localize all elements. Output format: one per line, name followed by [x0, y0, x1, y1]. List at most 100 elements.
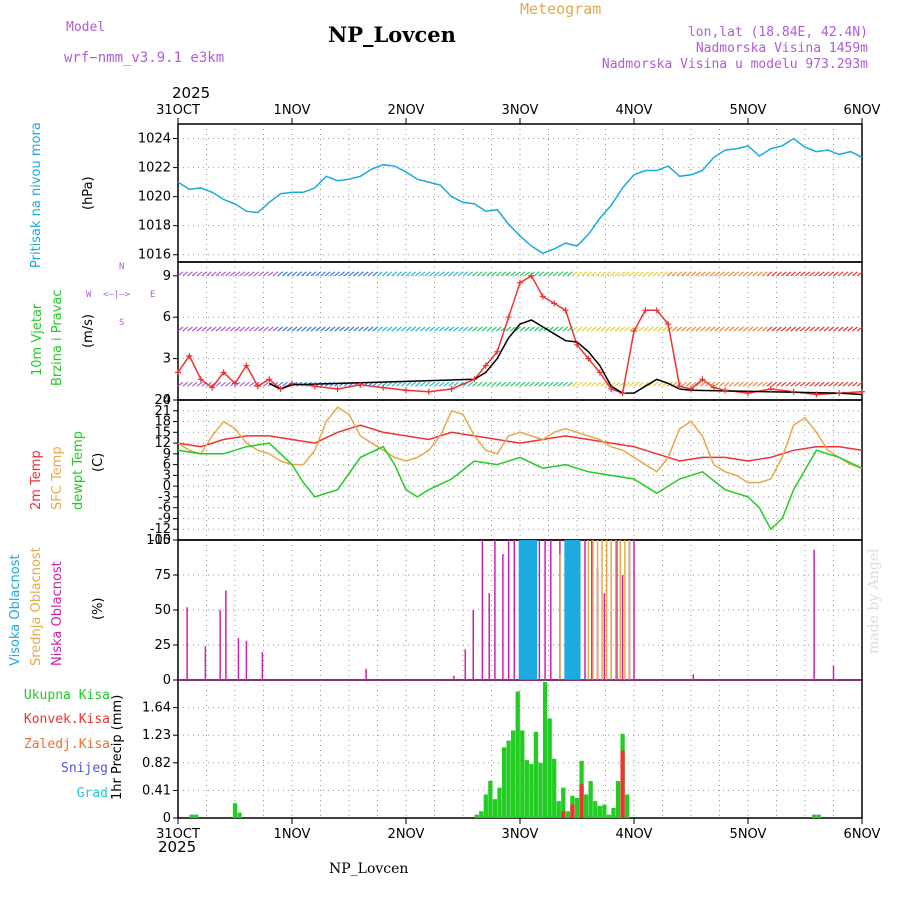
wind-barb	[324, 326, 331, 332]
wind-barb	[396, 271, 402, 277]
compass-w: W	[86, 290, 92, 300]
precip-bar	[565, 811, 571, 818]
precip-bar	[232, 803, 238, 818]
wind-barb	[263, 381, 269, 387]
wind-speed-marker	[767, 385, 774, 392]
wind-barb	[628, 271, 635, 277]
legend-zaledj: Zaledj.Kisa	[23, 737, 110, 752]
wind-barb	[391, 326, 398, 332]
wind-barb	[590, 271, 597, 277]
wind-barb	[581, 381, 588, 387]
wind-barb	[206, 326, 212, 332]
wind-speed-marker	[619, 390, 626, 397]
wind-barb	[847, 381, 854, 387]
wind-barb	[177, 271, 184, 277]
wind-barb	[239, 326, 246, 332]
wind-compass-legend: N W E S <—|—>	[86, 262, 156, 328]
y-tick-label-4: 0.82	[142, 756, 171, 771]
wind-barb	[177, 326, 184, 332]
wind-barb	[320, 326, 326, 332]
wind-barb	[562, 326, 569, 332]
wind-barb	[738, 326, 744, 332]
y-tick-label-0: 1018	[138, 219, 171, 234]
wind-barb	[339, 326, 345, 332]
wind-barb	[358, 271, 364, 277]
wind-barb	[386, 381, 393, 387]
y-tick-label-1: 3	[163, 352, 171, 367]
wind-barb	[310, 271, 317, 277]
wind-barb	[334, 271, 341, 277]
wind-barb	[220, 271, 227, 277]
precip-bar	[602, 804, 607, 818]
wind-barb	[757, 381, 763, 387]
wind-barb	[695, 326, 702, 332]
wind-speed-marker	[676, 383, 683, 390]
wind-barb	[728, 271, 735, 277]
wind-barb	[790, 381, 797, 387]
wind-barb	[814, 271, 820, 277]
wind-barb	[638, 326, 645, 332]
wind-barb	[652, 271, 659, 277]
wind-barb	[852, 381, 858, 387]
wind-barb	[828, 326, 835, 332]
wind-barb	[272, 326, 279, 332]
wind-speed-marker	[266, 376, 273, 383]
wind-barb	[248, 381, 255, 387]
wind-barb	[619, 271, 626, 277]
wind-barb	[681, 326, 687, 332]
wind-barb	[856, 381, 863, 387]
wind-barb	[733, 381, 740, 387]
wind-speed-marker	[220, 369, 227, 376]
wind-barb	[828, 271, 835, 277]
wind-barb	[685, 381, 692, 387]
wind-speed-marker	[539, 293, 546, 300]
wind-barb	[795, 381, 801, 387]
wind-barb	[220, 381, 227, 387]
wind-barb	[814, 326, 820, 332]
wind-barb	[671, 271, 678, 277]
wind-barb	[495, 271, 502, 277]
wind-barb	[723, 326, 730, 332]
wind-barb	[837, 326, 844, 332]
wind-barb	[353, 326, 360, 332]
wind-barb	[733, 326, 740, 332]
wind-barb	[296, 271, 303, 277]
wind-barb	[533, 271, 540, 277]
wind-barb	[681, 271, 687, 277]
wind-barb	[519, 271, 526, 277]
compass-s: S	[119, 318, 125, 328]
wind-barb	[239, 381, 246, 387]
wind-barb	[624, 271, 630, 277]
wind-barb	[562, 271, 569, 277]
y-tick-label-2: 6	[163, 458, 171, 473]
wind-barb	[220, 326, 227, 332]
wind-barb	[638, 271, 645, 277]
compass-e: E	[150, 290, 156, 300]
wind-barb	[424, 326, 431, 332]
wind-barb	[799, 381, 806, 387]
wind-barb	[182, 271, 189, 277]
wind-barb	[187, 271, 193, 277]
wind-barb	[643, 271, 649, 277]
wind-barb	[780, 326, 787, 332]
time-label-bottom: 5NOV	[730, 827, 767, 842]
wind-barb	[567, 381, 573, 387]
wind-barb	[258, 326, 265, 332]
wind-barb	[367, 326, 374, 332]
wind-barb	[429, 326, 436, 332]
wind-barb	[719, 271, 725, 277]
wind-barb	[856, 271, 863, 277]
wind-barb	[723, 271, 730, 277]
wind-barb	[619, 326, 626, 332]
wind-barb	[191, 271, 198, 277]
wind-barb	[291, 271, 298, 277]
wind-barb	[286, 271, 293, 277]
wind-barb	[771, 381, 778, 387]
wind-barb	[852, 326, 858, 332]
wind-barb	[624, 381, 630, 387]
wind-barb	[310, 326, 317, 332]
wind-barb	[590, 381, 597, 387]
wind-barb	[215, 381, 222, 387]
wind-barb	[614, 381, 621, 387]
